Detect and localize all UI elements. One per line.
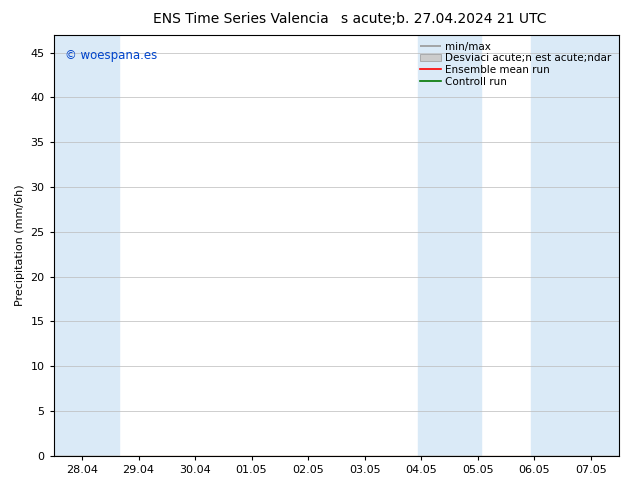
Bar (418, 35, 481, 456)
Text: s acute;b. 27.04.2024 21 UTC: s acute;b. 27.04.2024 21 UTC (341, 12, 547, 26)
Y-axis label: Precipitation (mm/6h): Precipitation (mm/6h) (15, 184, 25, 306)
Bar (54, 35, 119, 456)
Text: ENS Time Series Valencia: ENS Time Series Valencia (153, 12, 329, 26)
Text: © woespana.es: © woespana.es (65, 49, 157, 62)
Bar (531, 35, 619, 456)
Legend: min/max, Desviaci acute;n est acute;ndar, Ensemble mean run, Controll run: min/max, Desviaci acute;n est acute;ndar… (418, 40, 614, 89)
